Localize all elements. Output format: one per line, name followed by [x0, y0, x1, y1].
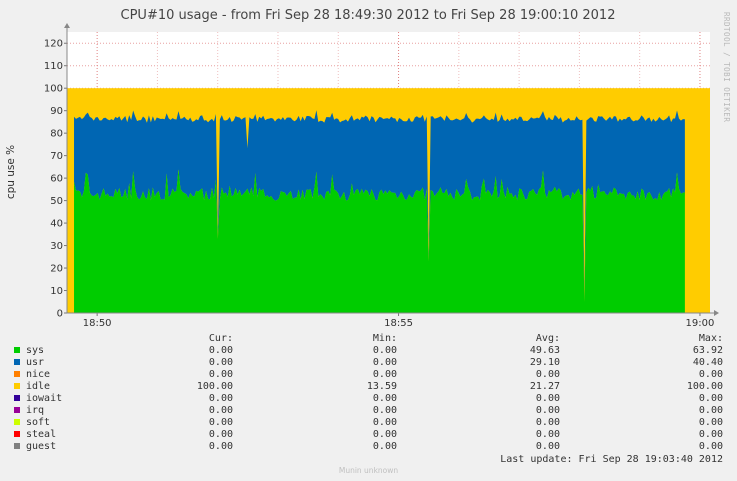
- legend-header-cur: Cur:: [208, 333, 233, 344]
- axes: [64, 23, 719, 316]
- x-tick-label: 18:55: [384, 318, 413, 329]
- legend: Cur: Min: Avg: Max: sys 0.00 0.00 49.63 63.9…: [0, 333, 737, 453]
- legend-max-value: 0.00: [698, 393, 723, 404]
- legend-row-sys: sys 0.00 0.00 49.63 63.92: [0, 345, 737, 357]
- legend-name-value: steal: [26, 429, 57, 440]
- legend-header-avg: Avg:: [535, 333, 560, 344]
- y-tick-label: 40: [50, 219, 63, 230]
- legend-max-value: 0.00: [698, 441, 723, 452]
- y-tick-label: 70: [50, 151, 63, 162]
- legend-max-value: 0.00: [698, 429, 723, 440]
- y-tick-label: 60: [50, 174, 63, 185]
- side-credit: RRDTOOL / TOBI OETIKER: [722, 12, 731, 122]
- legend-avg-value: 29.10: [529, 357, 560, 368]
- legend-swatch: [14, 347, 20, 353]
- legend-header-min: Min:: [372, 333, 397, 344]
- y-axis-arrow: [64, 23, 70, 28]
- legend-min-value: 0.00: [372, 357, 397, 368]
- legend-cur-value: 0.00: [208, 369, 233, 380]
- legend-name-value: soft: [26, 417, 51, 428]
- legend-avg-value: 21.27: [529, 381, 560, 392]
- data-areas: [67, 88, 710, 313]
- legend-header-max: Max:: [698, 333, 723, 344]
- legend-cur-value: 0.00: [208, 405, 233, 416]
- legend-min-value: 0.00: [372, 417, 397, 428]
- y-tick-label: 100: [44, 84, 63, 95]
- last-update: Last update: Fri Sep 28 19:03:40 2012: [500, 454, 723, 465]
- x-axis-arrow: [714, 310, 719, 316]
- y-tick-label: 110: [44, 61, 63, 72]
- y-tick-label: 20: [50, 264, 63, 275]
- legend-row-idle: idle 100.00 13.59 21.27 100.00: [0, 381, 737, 393]
- legend-cur-value: 0.00: [208, 441, 233, 452]
- legend-cur-value: 100.00: [196, 381, 233, 392]
- y-tick-label: 30: [50, 241, 63, 252]
- y-tick-label: 10: [50, 286, 63, 297]
- legend-name-value: nice: [26, 369, 51, 380]
- legend-min-value: 0.00: [372, 369, 397, 380]
- legend-cur-value: 0.00: [208, 345, 233, 356]
- legend-min-value: 0.00: [372, 405, 397, 416]
- y-tick-label: 120: [44, 39, 63, 50]
- y-tick-label: 80: [50, 129, 63, 140]
- legend-row-irq: irq 0.00 0.00 0.00 0.00: [0, 405, 737, 417]
- legend-swatch: [14, 371, 20, 377]
- legend-name-value: irq: [26, 405, 45, 416]
- legend-max-value: 63.92: [692, 345, 723, 356]
- legend-max-value: 0.00: [698, 369, 723, 380]
- legend-swatch: [14, 383, 20, 389]
- legend-swatch: [14, 431, 20, 437]
- legend-cur-value: 0.00: [208, 417, 233, 428]
- legend-swatch: [14, 407, 20, 413]
- y-tick-label: 0: [57, 309, 63, 320]
- legend-avg-value: 0.00: [535, 429, 560, 440]
- legend-avg-value: 0.00: [535, 369, 560, 380]
- x-tick-label: 18:50: [83, 318, 112, 329]
- legend-max-value: 100.00: [686, 381, 723, 392]
- legend-avg-value: 0.00: [535, 441, 560, 452]
- munin-credit: Munin unknown: [338, 466, 399, 475]
- legend-min-value: 0.00: [372, 393, 397, 404]
- legend-name-value: guest: [26, 441, 57, 452]
- legend-row-guest: guest 0.00 0.00 0.00 0.00: [0, 441, 737, 453]
- legend-row-iowait: iowait 0.00 0.00 0.00 0.00: [0, 393, 737, 405]
- legend-name-value: sys: [26, 345, 45, 356]
- legend-row-soft: soft 0.00 0.00 0.00 0.00: [0, 417, 737, 429]
- legend-name-value: idle: [26, 381, 51, 392]
- legend-max-value: 0.00: [698, 405, 723, 416]
- legend-avg-value: 0.00: [535, 405, 560, 416]
- legend-row-nice: nice 0.00 0.00 0.00 0.00: [0, 369, 737, 381]
- area-sys: [74, 169, 685, 313]
- legend-avg-value: 0.00: [535, 393, 560, 404]
- legend-cur-value: 0.00: [208, 357, 233, 368]
- legend-max-value: 40.40: [692, 357, 723, 368]
- legend-swatch: [14, 443, 20, 449]
- chart-title: CPU#10 usage - from Fri Sep 28 18:49:30 …: [121, 8, 616, 23]
- legend-avg-value: 49.63: [529, 345, 560, 356]
- legend-cur-value: 0.00: [208, 393, 233, 404]
- legend-cur-value: 0.00: [208, 429, 233, 440]
- legend-header: Cur: Min: Avg: Max:: [0, 333, 737, 345]
- y-tick-label: 90: [50, 106, 63, 117]
- legend-min-value: 13.59: [366, 381, 397, 392]
- x-tick-label: 19:00: [686, 318, 715, 329]
- legend-row-usr: usr 0.00 0.00 29.10 40.40: [0, 357, 737, 369]
- y-tick-label: 50: [50, 196, 63, 207]
- legend-swatch: [14, 419, 20, 425]
- legend-swatch: [14, 359, 20, 365]
- legend-name-value: usr: [26, 357, 45, 368]
- legend-min-value: 0.00: [372, 345, 397, 356]
- legend-row-steal: steal 0.00 0.00 0.00 0.00: [0, 429, 737, 441]
- axis-ticks: 0 10 20 30 40 50 60 70 80 90 100 110 120 18:50 18:55 19…: [44, 39, 714, 329]
- y-axis-label: cpu use %: [5, 145, 17, 199]
- legend-min-value: 0.00: [372, 441, 397, 452]
- legend-name-value: iowait: [26, 393, 63, 404]
- area-usr: [74, 110, 685, 302]
- legend-swatch: [14, 395, 20, 401]
- legend-min-value: 0.00: [372, 429, 397, 440]
- legend-avg-value: 0.00: [535, 417, 560, 428]
- legend-max-value: 0.00: [698, 417, 723, 428]
